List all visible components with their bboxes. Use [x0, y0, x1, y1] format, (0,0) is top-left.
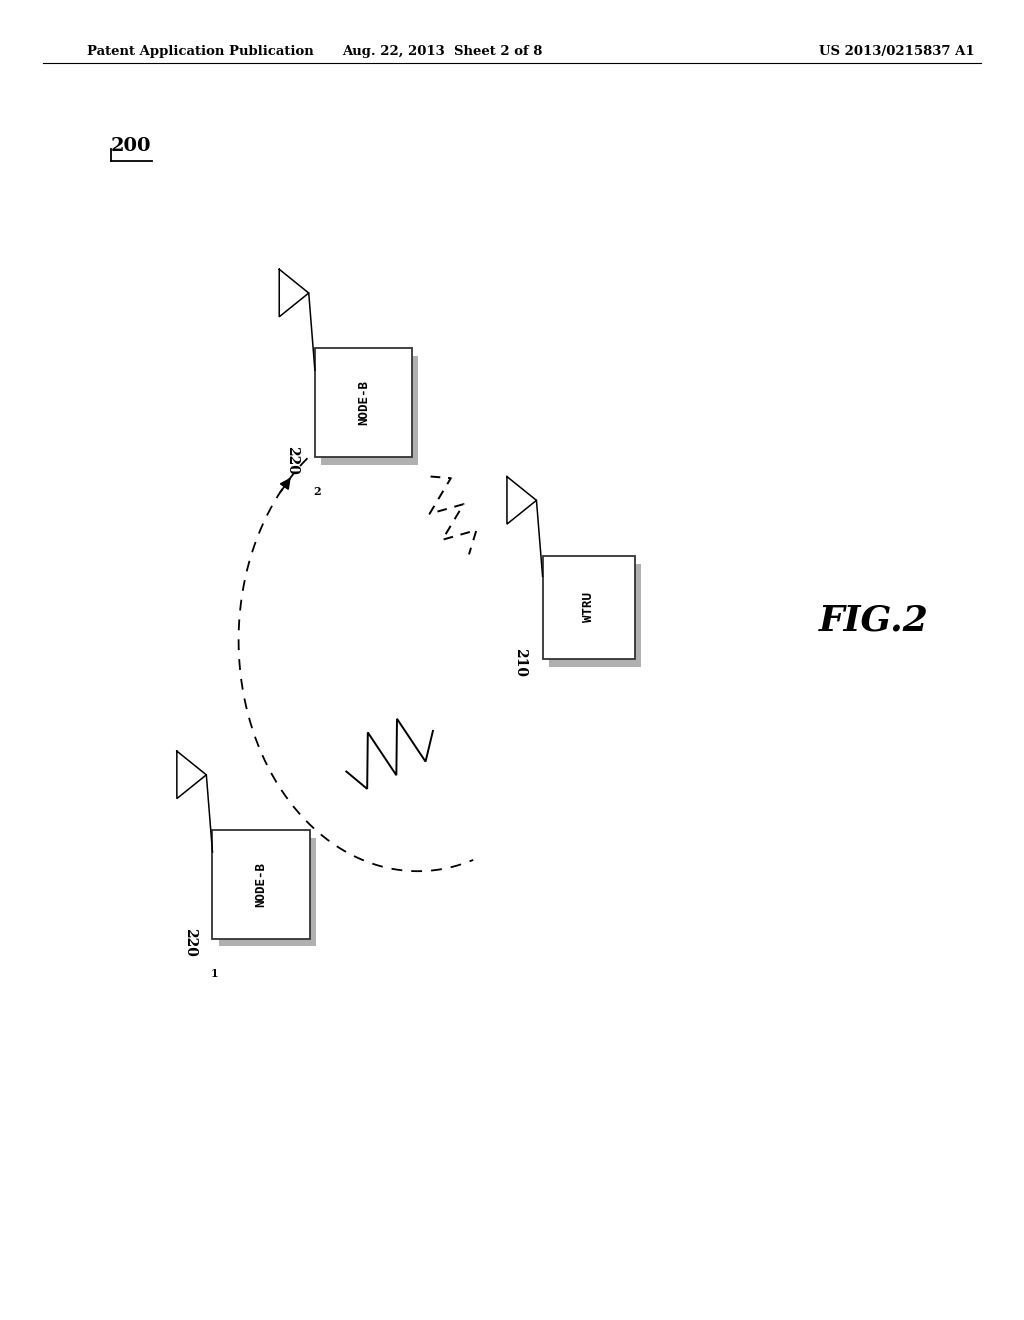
- Text: 210: 210: [513, 648, 527, 677]
- Text: 200: 200: [111, 137, 152, 156]
- Text: NODE-B: NODE-B: [255, 862, 267, 907]
- Bar: [549, 564, 641, 667]
- Text: WTRU: WTRU: [583, 593, 595, 622]
- Text: 220: 220: [286, 446, 299, 475]
- Bar: [543, 556, 635, 659]
- Text: US 2013/0215837 A1: US 2013/0215837 A1: [819, 45, 975, 58]
- Text: Patent Application Publication: Patent Application Publication: [87, 45, 313, 58]
- Text: NODE-B: NODE-B: [357, 380, 370, 425]
- Text: 2: 2: [313, 486, 321, 496]
- Bar: [315, 348, 412, 457]
- Text: 1: 1: [211, 968, 218, 978]
- Bar: [213, 830, 309, 939]
- Text: Aug. 22, 2013  Sheet 2 of 8: Aug. 22, 2013 Sheet 2 of 8: [342, 45, 543, 58]
- Bar: [219, 838, 315, 946]
- Bar: [322, 356, 418, 465]
- Text: FIG.2: FIG.2: [819, 603, 929, 638]
- Text: 220: 220: [183, 928, 197, 957]
